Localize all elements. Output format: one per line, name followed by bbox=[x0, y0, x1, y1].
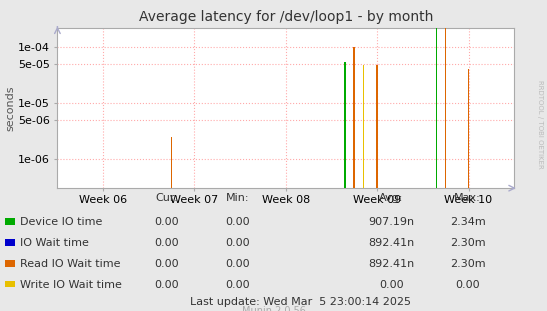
Bar bbox=[436, 0, 438, 311]
Text: 2.34m: 2.34m bbox=[450, 217, 486, 227]
Text: 2.30m: 2.30m bbox=[450, 259, 486, 269]
Bar bbox=[171, 137, 172, 311]
Text: Last update: Wed Mar  5 23:00:14 2025: Last update: Wed Mar 5 23:00:14 2025 bbox=[190, 297, 411, 307]
Bar bbox=[353, 47, 355, 311]
Text: Avg:: Avg: bbox=[379, 193, 403, 202]
Text: 0.00: 0.00 bbox=[225, 259, 251, 269]
Text: 892.41n: 892.41n bbox=[368, 238, 414, 248]
Text: RRDTOOL / TOBI OETIKER: RRDTOOL / TOBI OETIKER bbox=[537, 80, 543, 169]
Bar bbox=[468, 69, 469, 311]
Text: Munin 2.0.56: Munin 2.0.56 bbox=[242, 306, 305, 311]
Text: Max:: Max: bbox=[455, 193, 481, 202]
Bar bbox=[363, 65, 364, 311]
Text: 0.00: 0.00 bbox=[154, 238, 179, 248]
Text: 0.00: 0.00 bbox=[225, 280, 251, 290]
Text: 0.00: 0.00 bbox=[154, 280, 179, 290]
Bar bbox=[445, 0, 446, 311]
Text: 892.41n: 892.41n bbox=[368, 259, 414, 269]
Text: Device IO time: Device IO time bbox=[20, 217, 102, 227]
Text: 0.00: 0.00 bbox=[455, 280, 480, 290]
Y-axis label: seconds: seconds bbox=[5, 85, 15, 131]
Title: Average latency for /dev/loop1 - by month: Average latency for /dev/loop1 - by mont… bbox=[138, 10, 433, 24]
Text: Write IO Wait time: Write IO Wait time bbox=[20, 280, 121, 290]
Text: 0.00: 0.00 bbox=[225, 217, 251, 227]
Text: 0.00: 0.00 bbox=[379, 280, 404, 290]
Text: 0.00: 0.00 bbox=[225, 238, 251, 248]
Bar bbox=[345, 62, 346, 311]
Text: Read IO Wait time: Read IO Wait time bbox=[20, 259, 120, 269]
Text: 0.00: 0.00 bbox=[154, 259, 179, 269]
Text: Min:: Min: bbox=[226, 193, 249, 202]
Bar bbox=[376, 65, 378, 311]
Text: 907.19n: 907.19n bbox=[368, 217, 414, 227]
Text: Cur:: Cur: bbox=[155, 193, 178, 202]
Text: IO Wait time: IO Wait time bbox=[20, 238, 89, 248]
Text: 0.00: 0.00 bbox=[154, 217, 179, 227]
Text: 2.30m: 2.30m bbox=[450, 238, 486, 248]
